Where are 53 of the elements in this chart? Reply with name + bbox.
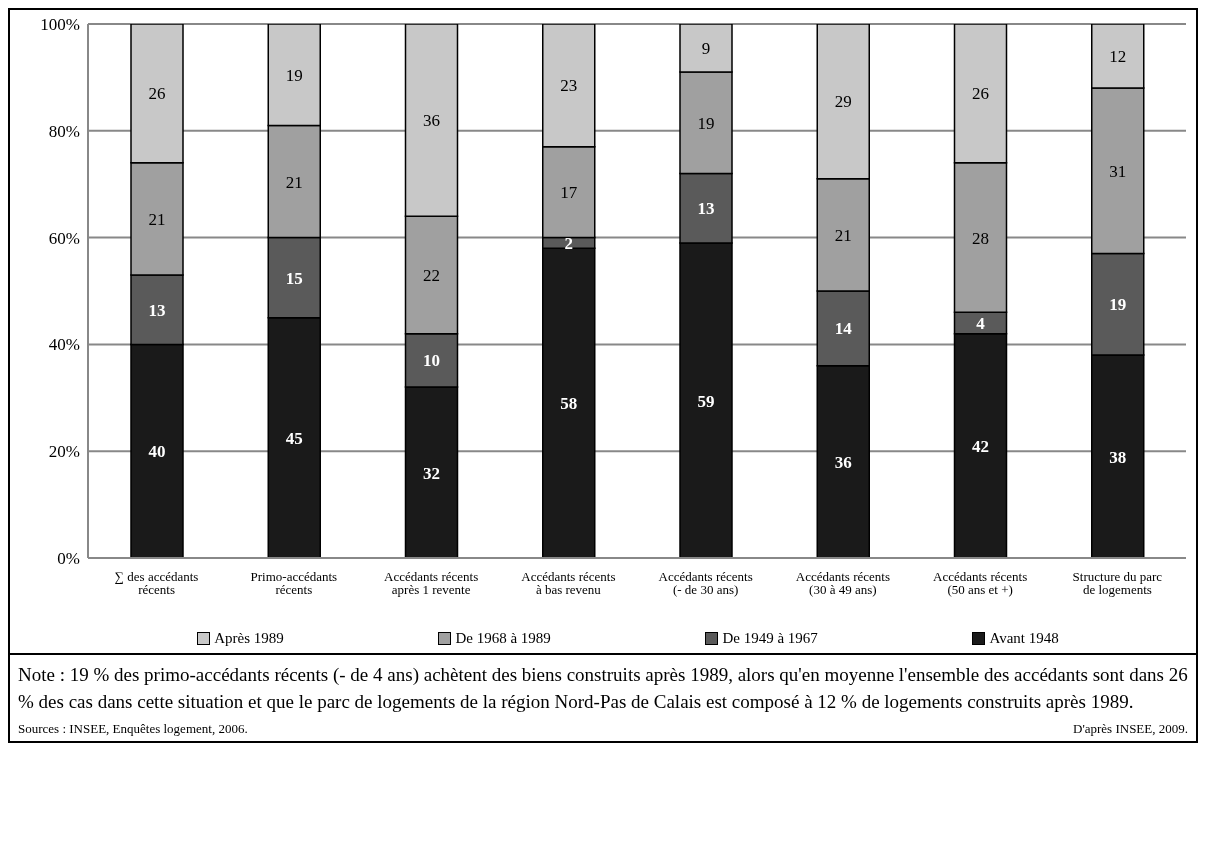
legend-label: De 1968 à 1989 — [454, 630, 551, 647]
x-tick-label: Accédants récents (30 à 49 ans) — [795, 569, 890, 598]
x-tick-label: Accédants récents (50 ans et +) — [933, 569, 1028, 598]
data-label: 58 — [560, 394, 578, 414]
data-label: 38 — [1109, 447, 1127, 467]
text: D'après INSEE, 2009. — [1073, 721, 1188, 737]
data-label: 29 — [834, 92, 852, 112]
y-tick-label: 40% — [48, 335, 80, 355]
x-tick-label: Structure du parc de logements — [1072, 569, 1163, 598]
data-label: 10 — [423, 351, 440, 371]
data-label: 12 — [1109, 47, 1127, 67]
legend-label: De 1949 à 1967 — [721, 630, 818, 647]
data-label: 26 — [148, 84, 166, 104]
data-label: 22 — [423, 266, 440, 286]
data-label: 45 — [285, 428, 303, 448]
x-tick-label: Accédants récents (- de 30 ans) — [658, 569, 753, 598]
data-label: 21 — [148, 209, 166, 229]
data-label: 14 — [834, 319, 853, 339]
y-tick-label: 60% — [48, 228, 80, 248]
x-tick-label: Primo-accédants récents — [250, 569, 338, 598]
data-label: 13 — [148, 300, 166, 320]
data-label: 19 — [1109, 295, 1127, 315]
data-label: 13 — [697, 199, 715, 219]
legend-label: Avant 1948 — [988, 630, 1059, 647]
x-tick-label: ∑ des accédants récents — [114, 569, 199, 598]
data-label: 40 — [148, 442, 166, 462]
source-note: Sources : INSEE, Enquêtes logement, 2006. — [18, 721, 248, 737]
y-tick-label: 20% — [48, 442, 80, 462]
data-label: 19 — [285, 65, 303, 85]
y-tick-label: 0% — [57, 549, 80, 569]
x-tick-label: Accédants récents après 1 revente — [384, 569, 479, 598]
text: Note : 19 % des primo-accédants récents (- de 4 ans) achètent des biens construits après 1989, alors qu'en moyenne l'ensemble des accédants sont dans 26 % des cas dans cette situation et que le parc de logements de la région Nord-Pas de Calais est composé à 12 % de logements construits après 1989. — [10, 653, 1196, 717]
data-label: 17 — [560, 183, 578, 203]
data-label: 23 — [560, 76, 578, 96]
data-label: 28 — [972, 228, 989, 248]
x-tick-label: Accédants récents à bas revenu — [521, 569, 616, 598]
data-label: 9 — [701, 39, 711, 59]
data-label: 36 — [834, 452, 852, 472]
data-label: 26 — [972, 84, 989, 104]
y-tick-label: 100% — [40, 15, 80, 35]
data-label: 32 — [423, 463, 440, 483]
data-label: 59 — [697, 391, 715, 411]
data-label: 42 — [972, 436, 989, 456]
data-label: 31 — [1109, 161, 1127, 181]
data-label: 21 — [285, 172, 303, 192]
y-tick-label: 80% — [48, 121, 80, 141]
legend-label: Après 1989 — [213, 630, 284, 647]
data-label: 36 — [423, 111, 440, 131]
data-label: 2 — [564, 233, 573, 253]
data-label: 4 — [976, 314, 986, 334]
data-label: 15 — [285, 268, 303, 288]
data-label: 21 — [834, 225, 852, 245]
data-label: 19 — [697, 113, 715, 133]
